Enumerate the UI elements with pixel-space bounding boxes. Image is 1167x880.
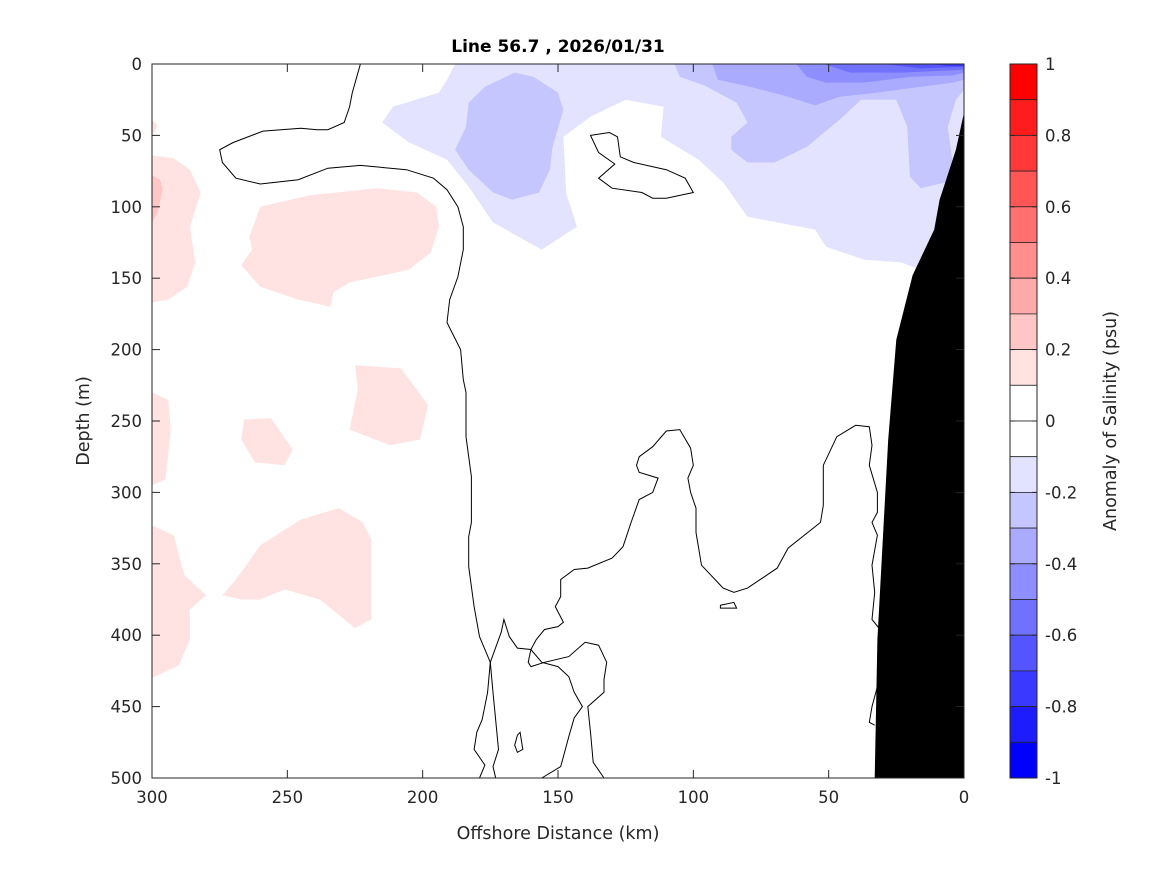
land-mask bbox=[874, 112, 964, 779]
filled-contours bbox=[152, 64, 965, 678]
y-tick-label: 150 bbox=[111, 269, 143, 288]
positive-anomaly-region-8 bbox=[222, 508, 372, 629]
colorbar-tick-label: -0.6 bbox=[1045, 626, 1077, 645]
positive-anomaly-region-3 bbox=[241, 188, 439, 307]
x-tick-label: 100 bbox=[678, 788, 710, 807]
zero-contour-line-3 bbox=[868, 686, 878, 726]
plot-area: 300 250 200 150 100 50 00501001502002503003504… bbox=[111, 55, 970, 807]
colorbar-swatch bbox=[1009, 384, 1038, 422]
colorbar-swatch bbox=[1009, 349, 1038, 386]
colorbar-tick-label: -0.4 bbox=[1045, 555, 1077, 574]
y-tick-label: 400 bbox=[111, 626, 143, 645]
x-axis-label: Offshore Distance (km) bbox=[457, 824, 660, 844]
y-tick-label: 250 bbox=[111, 412, 143, 431]
chart-title: Line 56.7 , 2026/01/31 bbox=[451, 37, 665, 57]
y-tick-label: 450 bbox=[111, 698, 143, 717]
zero-contour-line-0 bbox=[219, 63, 491, 779]
colorbar-tick-label: 0.4 bbox=[1045, 269, 1071, 288]
colorbar-tick-label: 0.6 bbox=[1045, 198, 1071, 217]
colorbar-swatch bbox=[1009, 706, 1038, 743]
positive-anomaly-region-4 bbox=[349, 365, 429, 446]
colorbar-tick-label: 1 bbox=[1045, 55, 1056, 74]
colorbar-swatch bbox=[1009, 563, 1038, 600]
zero-contour-line-6 bbox=[719, 601, 738, 609]
zero-contour-line-1 bbox=[489, 617, 583, 779]
colorbar-swatch bbox=[1009, 170, 1038, 208]
zero-contour-lines bbox=[219, 63, 881, 779]
axes: 300 250 200 150 100 50 00501001502002503003504… bbox=[111, 55, 970, 807]
zero-contour-line-5 bbox=[514, 731, 524, 754]
positive-anomaly-region-5 bbox=[241, 418, 293, 466]
y-tick-label: 200 bbox=[111, 341, 143, 360]
colorbar-tick-label: -0.2 bbox=[1045, 483, 1077, 502]
colorbar-swatch bbox=[1009, 491, 1038, 529]
land-shelf bbox=[874, 112, 964, 779]
colorbar-swatch bbox=[1009, 634, 1038, 672]
colorbar-swatch bbox=[1009, 741, 1038, 779]
zero-contour-line-4 bbox=[589, 131, 695, 199]
colorbar-tick-label: 0.2 bbox=[1045, 341, 1071, 360]
colorbar-swatch bbox=[1009, 99, 1038, 136]
positive-anomaly-region-0 bbox=[152, 119, 158, 133]
x-tick-label: 300 bbox=[136, 788, 168, 807]
colorbar-swatch bbox=[1009, 206, 1038, 243]
positive-anomaly-region-1 bbox=[152, 155, 201, 303]
colorbar-label: Anomaly of Salinity (psu) bbox=[1101, 311, 1121, 531]
positive-anomaly-region-7 bbox=[152, 525, 207, 678]
x-tick-label: 150 bbox=[542, 788, 574, 807]
y-tick-label: 100 bbox=[111, 198, 143, 217]
colorbar-swatch bbox=[1009, 277, 1038, 315]
colorbar-swatch bbox=[1009, 242, 1038, 279]
negative-anomaly-region-11 bbox=[674, 64, 964, 189]
colorbar-tick-label: -0.8 bbox=[1045, 698, 1077, 717]
colorbar-swatch bbox=[1009, 599, 1038, 636]
colorbar-tick-label: 0 bbox=[1045, 412, 1056, 431]
negative-anomaly-region-16 bbox=[928, 64, 964, 67]
colorbar-swatch bbox=[1009, 456, 1038, 493]
zero-contour-line-2 bbox=[527, 424, 881, 779]
colorbar-tick-label: -1 bbox=[1045, 769, 1061, 788]
x-tick-label: 200 bbox=[407, 788, 439, 807]
negative-anomaly-region-10 bbox=[455, 72, 564, 200]
positive-anomaly-region-2 bbox=[152, 175, 163, 223]
y-tick-label: 300 bbox=[111, 483, 143, 502]
colorbar-swatch bbox=[1009, 420, 1038, 458]
colorbar-swatch bbox=[1009, 670, 1038, 708]
colorbar-swatch bbox=[1009, 134, 1038, 172]
y-tick-label: 0 bbox=[132, 55, 143, 74]
colorbar-swatch bbox=[1009, 63, 1038, 101]
positive-anomaly-region-6 bbox=[152, 392, 171, 486]
y-tick-label: 50 bbox=[121, 126, 142, 145]
colorbar-swatch bbox=[1009, 313, 1038, 350]
x-tick-label: 250 bbox=[272, 788, 304, 807]
y-axis-label: Depth (m) bbox=[74, 376, 94, 466]
colorbar: 1 0.8 0.6 0.4 0.2 0 -0.2 -0.4 -0.6 -0.8 -1 bbox=[1009, 55, 1077, 788]
y-tick-label: 350 bbox=[111, 555, 143, 574]
y-tick-label: 500 bbox=[111, 769, 143, 788]
colorbar-tick-label: 0.8 bbox=[1045, 126, 1071, 145]
x-tick-label: 50 bbox=[818, 788, 839, 807]
colorbar-swatch bbox=[1009, 527, 1038, 565]
x-tick-label: 0 bbox=[959, 788, 970, 807]
